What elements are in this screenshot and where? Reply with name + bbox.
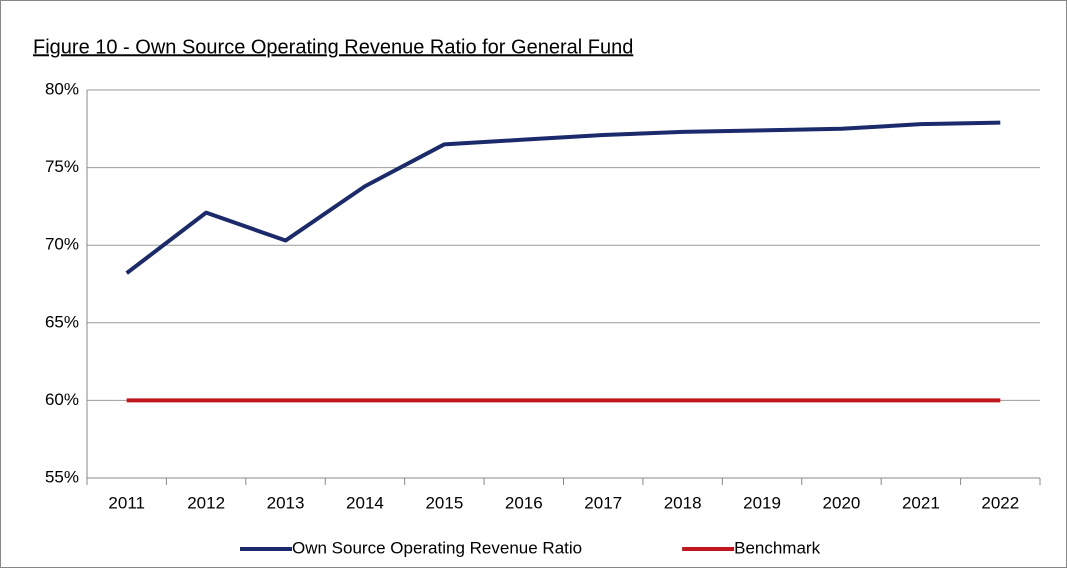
x-tick-label: 2012 — [187, 493, 225, 512]
y-tick-label: 55% — [45, 467, 79, 486]
y-tick-label: 80% — [45, 79, 79, 98]
x-tick-label: 2018 — [664, 493, 702, 512]
x-tick-label: 2013 — [267, 493, 305, 512]
x-tick-label: 2020 — [823, 493, 861, 512]
x-tick-label: 2021 — [902, 493, 940, 512]
y-tick-label: 65% — [45, 312, 79, 331]
y-tick-label: 70% — [45, 235, 79, 254]
x-tick-label: 2011 — [108, 493, 145, 512]
legend-label: Benchmark — [734, 538, 820, 557]
x-tick-label: 2022 — [981, 493, 1019, 512]
x-tick-label: 2014 — [346, 493, 384, 512]
y-tick-label: 60% — [45, 390, 79, 409]
x-tick-label: 2019 — [743, 493, 781, 512]
chart-title: Figure 10 - Own Source Operating Revenue… — [33, 36, 633, 58]
legend-label: Own Source Operating Revenue Ratio — [292, 538, 582, 557]
line-series — [125, 120, 1001, 275]
x-tick-label: 2015 — [425, 493, 463, 512]
x-tick-label: 2016 — [505, 493, 543, 512]
y-tick-label: 75% — [45, 157, 79, 176]
x-tick-label: 2017 — [584, 493, 622, 512]
